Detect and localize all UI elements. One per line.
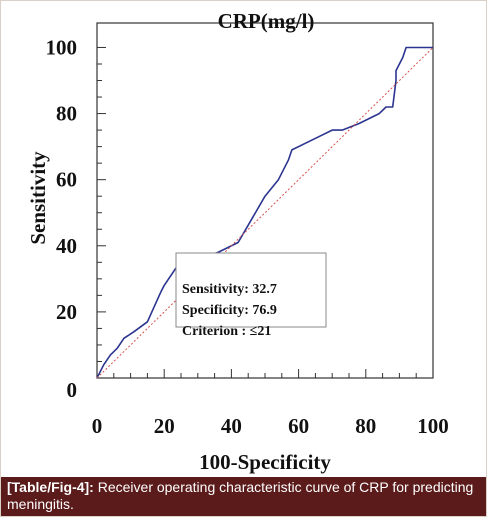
series-layer xyxy=(96,46,434,379)
chart-title: CRP(mg/l) xyxy=(218,9,315,33)
y-tick-label: 60 xyxy=(56,168,77,192)
roc-chart: CRP(mg/l) 100-Specificity Sensitivity 0 2… xyxy=(26,9,449,474)
axis-ticks xyxy=(96,46,434,379)
figure-caption: [Table/Fig-4]: Receiver operating charac… xyxy=(1,477,486,516)
tooltip-criterion: Criterion : ≤21 xyxy=(182,324,271,339)
tick-labels: 0 20 40 60 80 100 0 20 40 60 80 100 xyxy=(46,35,449,438)
x-tick-label: 60 xyxy=(288,414,309,438)
tooltip-specificity: Specificity: 76.9 xyxy=(182,303,277,318)
tooltip-box xyxy=(175,252,327,328)
x-tick-label: 80 xyxy=(355,414,376,438)
criterion-tooltip: Sensitivity: 32.7 Specificity: 76.9 Crit… xyxy=(175,252,327,339)
y-tick-label: 20 xyxy=(56,300,77,324)
y-tick-label: 100 xyxy=(46,35,78,59)
caption-ref: [Table/Fig-4]: xyxy=(7,479,94,495)
reference-diagonal-line xyxy=(96,47,434,379)
y-tick-label: 80 xyxy=(56,102,77,126)
x-tick-label: 100 xyxy=(417,414,449,438)
y-axis-label: Sensitivity xyxy=(26,151,50,245)
roc-curve-line xyxy=(96,46,433,379)
x-tick-label: 0 xyxy=(92,414,103,438)
tooltip-sensitivity: Sensitivity: 32.7 xyxy=(182,282,277,297)
x-axis-label: 100-Specificity xyxy=(199,450,331,474)
x-tick-label: 20 xyxy=(154,414,175,438)
caption-text: Receiver operating characteristic curve … xyxy=(7,479,474,512)
y-tick-label: 40 xyxy=(56,234,77,258)
y-tick-label: 0 xyxy=(67,378,78,402)
x-tick-label: 40 xyxy=(221,414,242,438)
